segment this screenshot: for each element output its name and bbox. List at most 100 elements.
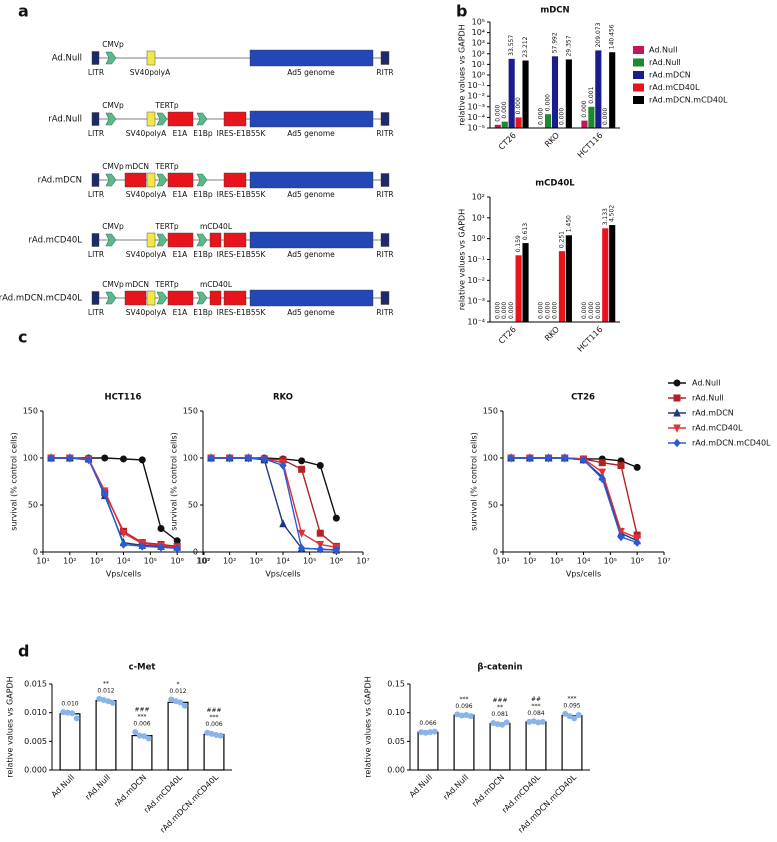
- element-label: Ad5 genome: [287, 129, 335, 138]
- marker: [617, 462, 625, 470]
- genome-element: [146, 50, 156, 66]
- series-line: [51, 457, 178, 549]
- marker: [279, 461, 287, 470]
- element-label: TERTp: [154, 162, 179, 171]
- x-tick-label: 10³: [250, 557, 263, 566]
- legend-label: rAd.mDCN: [649, 71, 691, 80]
- value-label: 0.000: [545, 302, 552, 319]
- legend-label: rAd.mDCN: [692, 409, 734, 418]
- element-label: mCD40L: [200, 280, 233, 289]
- construct-name: rAd.mDCN.mCD40L: [0, 294, 82, 304]
- y-tick-label: 10⁻⁵: [467, 124, 485, 133]
- data-point: [458, 712, 465, 719]
- element-label: TERTp: [154, 222, 179, 231]
- x-tick-label: rAd.mDCN: [112, 773, 148, 809]
- element-label: Ad5 genome: [287, 190, 335, 199]
- element-label: mDCN: [125, 162, 149, 171]
- element-label: TERTp: [154, 280, 179, 289]
- marker: [120, 455, 127, 463]
- significance: ##: [531, 696, 541, 703]
- promoter-arrow: [105, 233, 117, 247]
- data-point: [136, 732, 143, 739]
- bar: [494, 124, 501, 128]
- marker: [332, 514, 340, 522]
- genome-element: [380, 291, 390, 305]
- element-label: E1A: [173, 190, 189, 199]
- element-label: SV40polyA: [126, 250, 167, 259]
- element-label: CMVp: [102, 222, 124, 231]
- bar: [167, 701, 189, 771]
- y-tick-label: 10⁻²: [467, 92, 485, 101]
- element-label: IRES-E1B55K: [217, 250, 267, 259]
- x-tick-label: 10²: [223, 557, 236, 566]
- data-point: [499, 721, 506, 728]
- significance: ***: [460, 696, 469, 703]
- genome-element: [249, 289, 374, 307]
- element-label: E1Bp: [193, 190, 213, 199]
- y-tick-label: 100: [483, 454, 498, 463]
- y-tick-label: 0: [493, 548, 498, 557]
- data-point: [109, 699, 116, 706]
- x-tick-label: 10³: [90, 557, 103, 566]
- element-label: RITR: [376, 190, 393, 199]
- bar: [525, 721, 547, 771]
- significance: ###: [492, 697, 507, 704]
- data-point: [454, 711, 461, 718]
- chart-title: β-catenin: [477, 663, 522, 673]
- bar: [565, 235, 572, 322]
- bar: [515, 117, 522, 128]
- bar: [602, 228, 609, 322]
- marker: [316, 529, 324, 537]
- y-tick-label: 10⁻¹: [467, 81, 485, 90]
- legend-label: rAd.mDCN.mCD40L: [692, 439, 771, 448]
- promoter-arrow: [196, 173, 208, 187]
- data-point: [100, 697, 107, 704]
- bar: [565, 59, 572, 128]
- y-tick-label: 10⁻¹: [467, 255, 485, 264]
- marker: [279, 519, 287, 528]
- y-tick-label: 0.15: [387, 680, 405, 689]
- y-tick-label: 10²: [472, 49, 485, 58]
- bar: [508, 58, 515, 128]
- marker: [617, 532, 625, 542]
- y-tick-label: 50: [28, 501, 38, 510]
- y-axis-label: relative values vs GAPDH: [6, 676, 15, 777]
- x-tick-label: rAd.Null: [83, 773, 112, 802]
- legend-label: Ad.Null: [649, 46, 677, 55]
- genome-element: [91, 233, 100, 247]
- data-point: [132, 729, 139, 736]
- x-tick-label: 10¹: [36, 557, 49, 566]
- value-label: 0.000: [588, 302, 595, 319]
- y-tick-label: 0.010: [24, 708, 47, 717]
- chart-title: HCT116: [105, 393, 142, 403]
- data-point: [467, 713, 474, 720]
- data-point: [172, 698, 179, 705]
- genome-element: [380, 173, 390, 187]
- element-label: CMVp: [102, 280, 124, 289]
- data-point: [494, 721, 501, 728]
- data-point: [503, 719, 510, 726]
- marker: [138, 456, 146, 464]
- data-point: [181, 702, 188, 709]
- marker: [119, 540, 128, 549]
- genome-element: [223, 111, 247, 127]
- y-tick-label: 50: [488, 501, 498, 510]
- y-tick-label: 10⁰: [472, 71, 485, 80]
- bar: [59, 713, 81, 771]
- bar: [522, 60, 529, 128]
- chart-title: c-Met: [129, 663, 156, 673]
- element-label: CMVp: [102, 101, 124, 110]
- element-label: E1A: [173, 129, 189, 138]
- significance: ###: [206, 707, 221, 714]
- genome-element: [380, 112, 390, 126]
- construct-name: Ad.Null: [52, 54, 82, 64]
- x-axis-label: Vps/cells: [566, 570, 601, 579]
- element-label: CMVp: [102, 40, 124, 49]
- bar: [595, 50, 602, 128]
- promoter-arrow: [156, 233, 168, 247]
- x-axis-label: Vps/cells: [265, 570, 300, 579]
- y-tick-label: 10¹: [472, 60, 485, 69]
- value-label: 33.557: [508, 35, 515, 56]
- significance: ***: [532, 703, 541, 710]
- value-label: 209.073: [595, 22, 602, 47]
